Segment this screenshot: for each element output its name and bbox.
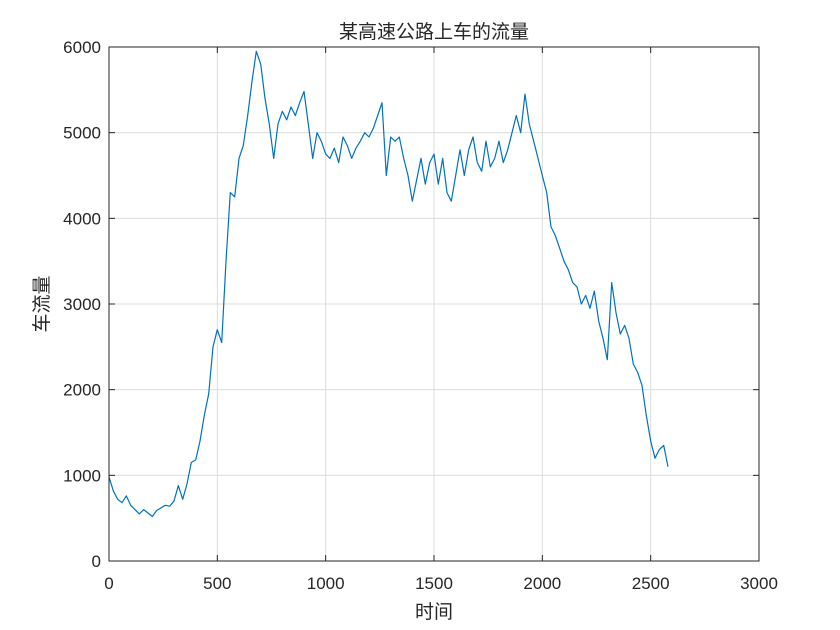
x-tick-labels: 0 500 1000 1500 2000 2500 3000 <box>104 574 778 593</box>
y-tick-label: 0 <box>92 552 101 571</box>
y-tick-label: 6000 <box>63 38 101 57</box>
grid-lines <box>109 47 759 561</box>
y-tick-labels: 0 1000 2000 3000 4000 5000 6000 <box>63 38 101 571</box>
y-tick-label: 3000 <box>63 295 101 314</box>
series-group <box>108 50 669 518</box>
x-tick-label: 0 <box>104 574 113 593</box>
y-axis-title: 车流量 <box>31 275 53 332</box>
tick-marks <box>108 46 760 562</box>
x-tick-label: 1500 <box>415 574 453 593</box>
y-tick-label: 4000 <box>63 209 101 228</box>
x-tick-label: 1000 <box>307 574 345 593</box>
x-tick-label: 3000 <box>740 574 778 593</box>
y-tick-label: 2000 <box>63 381 101 400</box>
y-tick-label: 1000 <box>63 466 101 485</box>
x-tick-label: 2000 <box>523 574 561 593</box>
series-line <box>108 50 669 518</box>
x-axis-title: 时间 <box>415 601 453 623</box>
y-tick-label: 5000 <box>63 124 101 143</box>
x-tick-label: 2500 <box>632 574 670 593</box>
x-tick-label: 500 <box>203 574 231 593</box>
chart-title: 某高速公路上车的流量 <box>339 21 529 43</box>
